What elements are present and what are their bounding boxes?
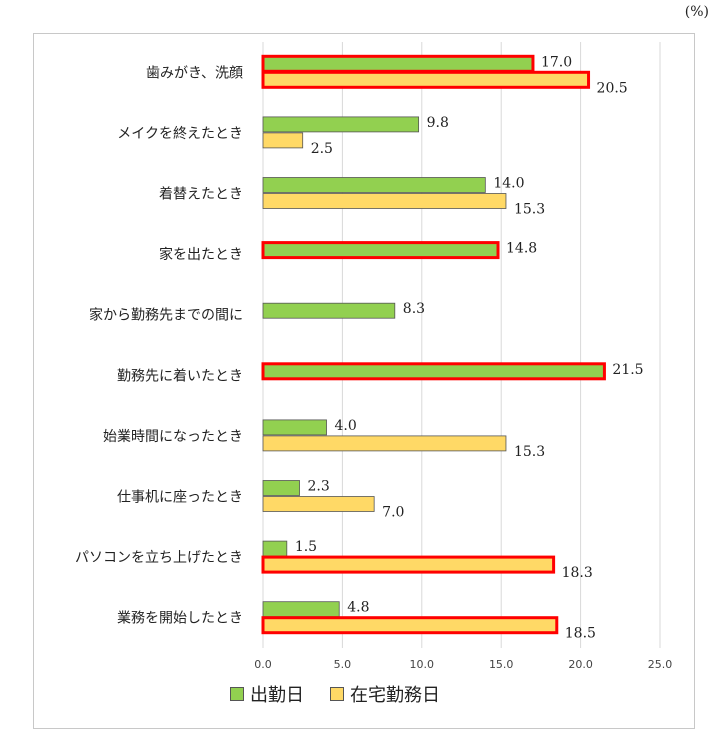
bar-series1 [262, 480, 300, 496]
legend-swatch-series2 [330, 687, 344, 701]
chart-frame [33, 33, 695, 729]
data-label: 2.5 [311, 141, 333, 157]
legend-label-series1: 出勤日 [250, 685, 304, 706]
x-tick-label: 5.0 [334, 658, 352, 671]
legend-label-series2: 在宅勤務日 [350, 685, 440, 706]
data-label: 20.5 [597, 80, 628, 96]
bar-series2 [261, 555, 556, 574]
legend: 出勤日 在宅勤務日 [230, 681, 440, 707]
bar-series2 [261, 70, 591, 89]
x-tick-label: 15.0 [489, 658, 514, 671]
data-label: 2.3 [308, 479, 330, 495]
x-tick-label: 0.0 [254, 658, 272, 671]
category-label: パソコンを立ち上げたとき [75, 550, 243, 566]
data-label: 4.8 [347, 600, 369, 616]
bar-series1 [262, 302, 396, 319]
bar-series2 [262, 496, 375, 512]
data-label: 18.3 [562, 565, 593, 581]
data-label: 1.5 [295, 539, 317, 555]
data-label: 14.0 [493, 176, 524, 192]
category-label: 仕事机に座ったとき [117, 490, 243, 506]
bar-series1 [261, 241, 500, 260]
unit-label: (%) [684, 4, 709, 20]
bar-series1 [262, 177, 486, 193]
bar-series1 [262, 419, 327, 436]
data-label: 8.3 [403, 301, 425, 317]
data-label: 17.0 [541, 54, 572, 70]
bar-series2 [262, 193, 507, 209]
legend-item-series2: 在宅勤務日 [330, 681, 440, 707]
category-label: 始業時間になったとき [103, 429, 243, 445]
bar-series1 [261, 362, 606, 381]
bar-series1 [262, 116, 420, 133]
data-label: 21.5 [612, 362, 643, 378]
bar-series2 [262, 132, 304, 149]
bar-series1 [261, 54, 535, 73]
x-tick-label: 10.0 [410, 658, 435, 671]
data-label: 14.8 [506, 241, 537, 257]
category-label: 歯みがき、洗顔 [146, 65, 243, 81]
data-label: 15.3 [514, 202, 545, 218]
category-label: メイクを終えたとき [117, 126, 243, 142]
bar-series2 [261, 616, 559, 635]
bar-series2 [262, 435, 507, 452]
legend-item-series1: 出勤日 [230, 681, 304, 707]
category-label: 着替えたとき [159, 187, 243, 203]
data-label: 4.0 [335, 418, 357, 434]
x-tick-label: 25.0 [648, 658, 673, 671]
category-label: 家から勤務先までの間に [89, 307, 243, 324]
data-label: 18.5 [565, 626, 596, 642]
bar-series1 [262, 540, 288, 557]
data-label: 15.3 [514, 444, 545, 460]
category-label: 勤務先に着いたとき [117, 368, 243, 384]
data-label: 9.8 [427, 115, 449, 131]
x-tick-label: 20.0 [568, 658, 593, 671]
bar-series1 [262, 601, 340, 618]
category-label: 業務を開始したとき [117, 611, 243, 627]
category-label: 家を出たとき [159, 246, 243, 263]
data-label: 7.0 [382, 505, 404, 521]
legend-swatch-series1 [230, 687, 244, 701]
